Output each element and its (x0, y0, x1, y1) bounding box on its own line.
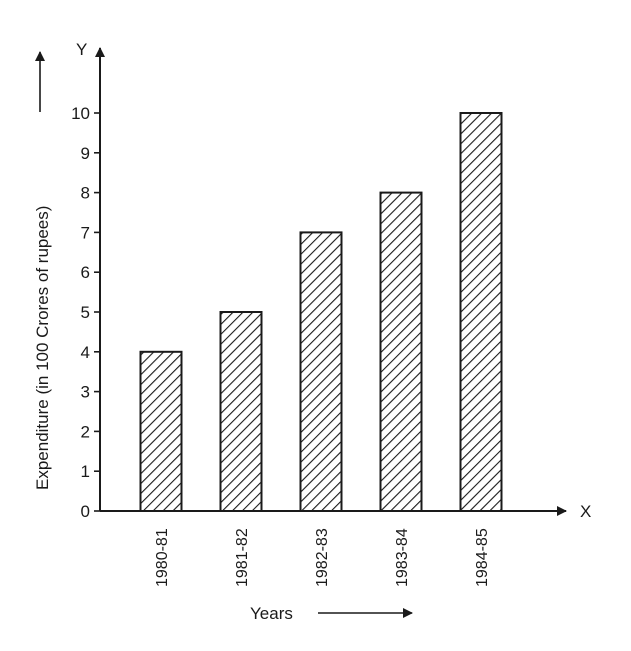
y-tick-label: 8 (81, 184, 90, 203)
x-tick-label: 1981-82 (234, 528, 251, 587)
x-tick-label-group: 1980-81 1981-82 1982-83 1983-84 1984-85 (154, 528, 491, 587)
y-tick-label: 5 (81, 303, 90, 322)
y-tick-group: 0 1 2 3 4 5 6 7 8 9 10 (71, 104, 100, 521)
y-tick-label: 6 (81, 263, 90, 282)
y-tick-label: 7 (81, 223, 90, 242)
y-tick-label: 3 (81, 383, 90, 402)
bar-1982-83 (299, 231, 343, 512)
x-axis-letter: X (580, 502, 591, 521)
y-axis-letter: Y (76, 40, 87, 59)
y-tick-label: 10 (71, 104, 90, 123)
bar-1983-84 (379, 191, 423, 512)
x-axis-title: Years (250, 604, 293, 623)
x-tick-label: 1984-85 (474, 528, 491, 587)
y-tick-label: 4 (81, 343, 90, 362)
y-tick-label: 0 (81, 502, 90, 521)
bar-1984-85 (459, 112, 503, 512)
bar-group (139, 112, 503, 512)
x-tick-label: 1983-84 (394, 528, 411, 587)
y-tick-label: 1 (81, 462, 90, 481)
bar-1981-82 (219, 311, 263, 512)
y-axis-title: Expenditure (in 100 Crores of rupees) (33, 206, 52, 490)
x-tick-label: 1982-83 (314, 528, 331, 587)
bar-1980-81 (139, 350, 183, 512)
x-tick-label: 1980-81 (154, 528, 171, 587)
y-axis-title-group: Expenditure (in 100 Crores of rupees) (33, 206, 52, 490)
y-tick-label: 9 (81, 144, 90, 163)
y-tick-label: 2 (81, 422, 90, 441)
